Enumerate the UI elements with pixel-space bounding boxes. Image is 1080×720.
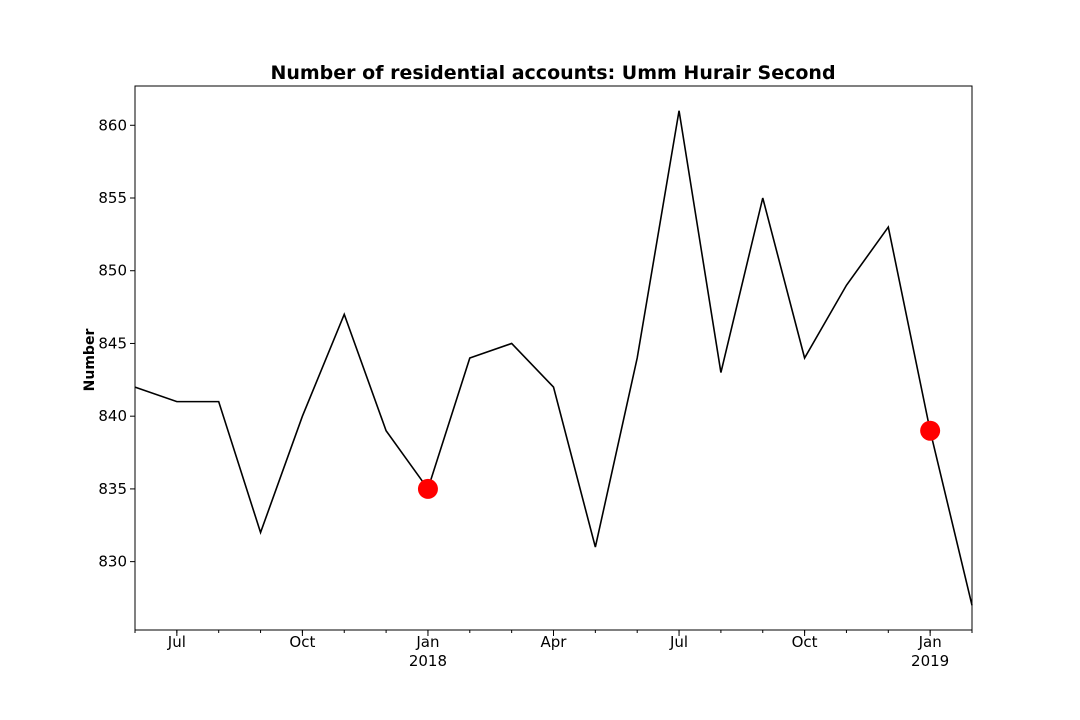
x-tick-label: Oct [792,633,818,651]
series-line [134,110,973,606]
x-tick-label: Jan [918,633,942,651]
x-tick-label: Oct [289,633,315,651]
x-tick-year-label: 2018 [409,652,447,670]
x-tick-label: Jul [167,633,186,651]
chart-title: Number of residential accounts: Umm Hura… [270,62,835,84]
y-tick-label: 850 [98,262,127,280]
y-tick-label: 830 [98,553,127,571]
y-tick-label: 840 [98,407,127,425]
plot-frame [134,85,973,631]
x-tick-label: Apr [541,633,568,651]
y-tick-label: 855 [98,189,127,207]
x-tick-label: Jan [415,633,439,651]
y-tick-label: 860 [98,116,127,134]
y-axis-label: Number [82,329,98,392]
y-tick-label: 845 [98,334,127,352]
y-tick-label: 835 [98,480,127,498]
x-tick-label: Jul [669,633,688,651]
highlight-point [417,478,438,499]
highlight-point [920,420,941,441]
x-tick-year-label: 2019 [911,652,949,670]
